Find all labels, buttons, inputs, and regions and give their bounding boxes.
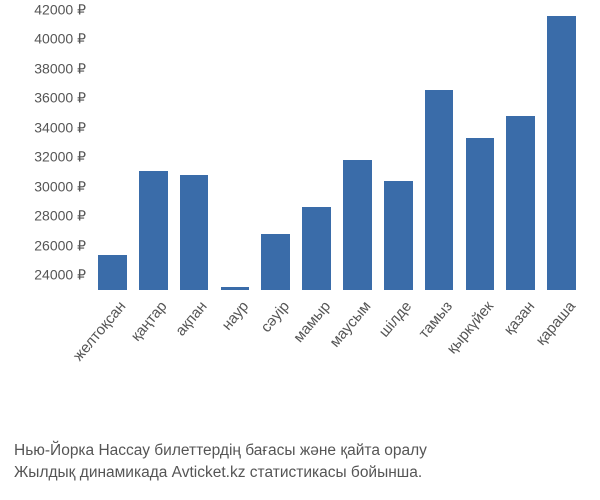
y-tick-label: 32000 ₽ [34,149,86,166]
bar [425,90,454,290]
y-tick-label: 30000 ₽ [34,178,86,195]
y-tick-label: 26000 ₽ [34,237,86,254]
y-tick-label: 42000 ₽ [34,2,86,19]
bar [221,287,250,290]
y-axis: 24000 ₽ 26000 ₽ 28000 ₽ 30000 ₽ 32000 ₽ 34000… [12,10,90,290]
x-tick-label: наур [218,298,252,334]
x-tick-label: шілде [376,298,416,341]
x-tick-label: маусым [326,298,374,351]
bars-group [92,10,582,291]
bar [180,175,209,290]
bar [506,116,535,290]
bar [302,207,331,290]
plot-area [92,10,582,290]
x-tick-label: қараша [532,298,578,349]
x-tick-label: тамыз [415,298,456,342]
x-tick-label: ақпан [173,298,212,339]
x-axis: желтоқсанқаңтарақпаннаурсәуірмамырмаусым… [92,292,582,412]
bar [98,255,127,290]
x-tick-label: қазан [500,298,538,338]
y-tick-label: 40000 ₽ [34,31,86,48]
y-tick-label: 38000 ₽ [34,60,86,77]
y-tick-label: 36000 ₽ [34,90,86,107]
x-tick-label: сәуір [257,298,293,336]
bar [261,234,290,290]
chart-caption: Нью-Йорка Нассау билеттердің бағасы және… [14,440,594,485]
bar [384,181,413,290]
x-tick-label: қаңтар [127,298,170,345]
bar [343,160,372,290]
bar [139,171,168,290]
caption-line-2: Жылдық динамикада Avticket.kz статистика… [14,464,422,481]
bar [547,16,576,290]
price-bar-chart: 24000 ₽ 26000 ₽ 28000 ₽ 30000 ₽ 32000 ₽ 34000… [12,10,587,430]
bar [466,138,495,290]
y-tick-label: 24000 ₽ [34,267,86,284]
y-tick-label: 34000 ₽ [34,119,86,136]
x-tick-label: желтоқсан [70,298,130,364]
y-tick-label: 28000 ₽ [34,208,86,225]
caption-line-1: Нью-Йорка Нассау билеттердің бағасы және… [14,442,427,459]
